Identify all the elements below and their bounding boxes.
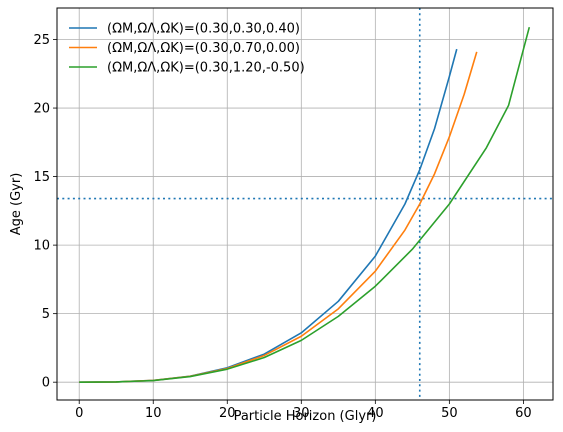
plot-frame: [56, 7, 554, 401]
x-tick-label: 0: [75, 406, 83, 421]
reference-lines: [57, 8, 553, 400]
y-tick-label: 10: [33, 239, 50, 254]
series-lines: [79, 26, 531, 383]
y-tick-label: 5: [42, 307, 50, 322]
x-tick-label: 40: [367, 406, 384, 421]
legend-label-3: (ΩM,ΩΛ,ΩK)=(0.30,1.20,-0.50): [107, 61, 305, 76]
y-axis-label: Age (Gyr): [9, 173, 24, 236]
series-line-3: [79, 26, 531, 383]
x-tick-label: 30: [293, 406, 310, 421]
legend-label-2: (ΩM,ΩΛ,ΩK)=(0.30,0.70,0.00): [107, 41, 300, 56]
x-tick-label: 10: [145, 406, 162, 421]
legend-label-1: (ΩM,ΩΛ,ΩK)=(0.30,0.30,0.40): [107, 22, 300, 37]
x-tick-label: 20: [219, 406, 236, 421]
y-tick-label: 0: [42, 376, 50, 391]
series-line-1: [79, 48, 458, 383]
legend: (ΩM,ΩΛ,ΩK)=(0.30,0.30,0.40) (ΩM,ΩΛ,ΩK)=(0…: [69, 22, 305, 76]
axis-ticks: 0 10 20 30 40 50 60 0 5 10 15 20 25: [33, 33, 531, 421]
x-tick-label: 60: [515, 406, 532, 421]
x-tick-label: 50: [441, 406, 458, 421]
series-line-2: [79, 51, 478, 383]
x-axis-label: Particle Horizon (Glyr): [234, 409, 377, 424]
y-tick-label: 20: [33, 102, 50, 117]
y-tick-label: 15: [33, 170, 50, 185]
y-tick-label: 25: [33, 33, 50, 48]
